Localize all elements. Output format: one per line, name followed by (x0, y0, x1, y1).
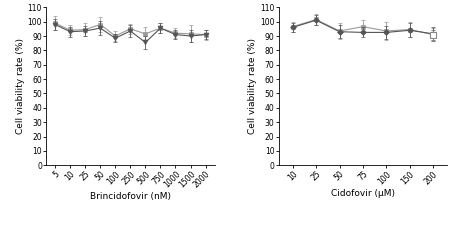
Y-axis label: Cell viability rate (%): Cell viability rate (%) (248, 38, 257, 134)
X-axis label: Cidofovir (μM): Cidofovir (μM) (331, 189, 395, 198)
X-axis label: Brincidofovir (nM): Brincidofovir (nM) (90, 192, 171, 201)
Y-axis label: Cell viability rate (%): Cell viability rate (%) (16, 38, 24, 134)
